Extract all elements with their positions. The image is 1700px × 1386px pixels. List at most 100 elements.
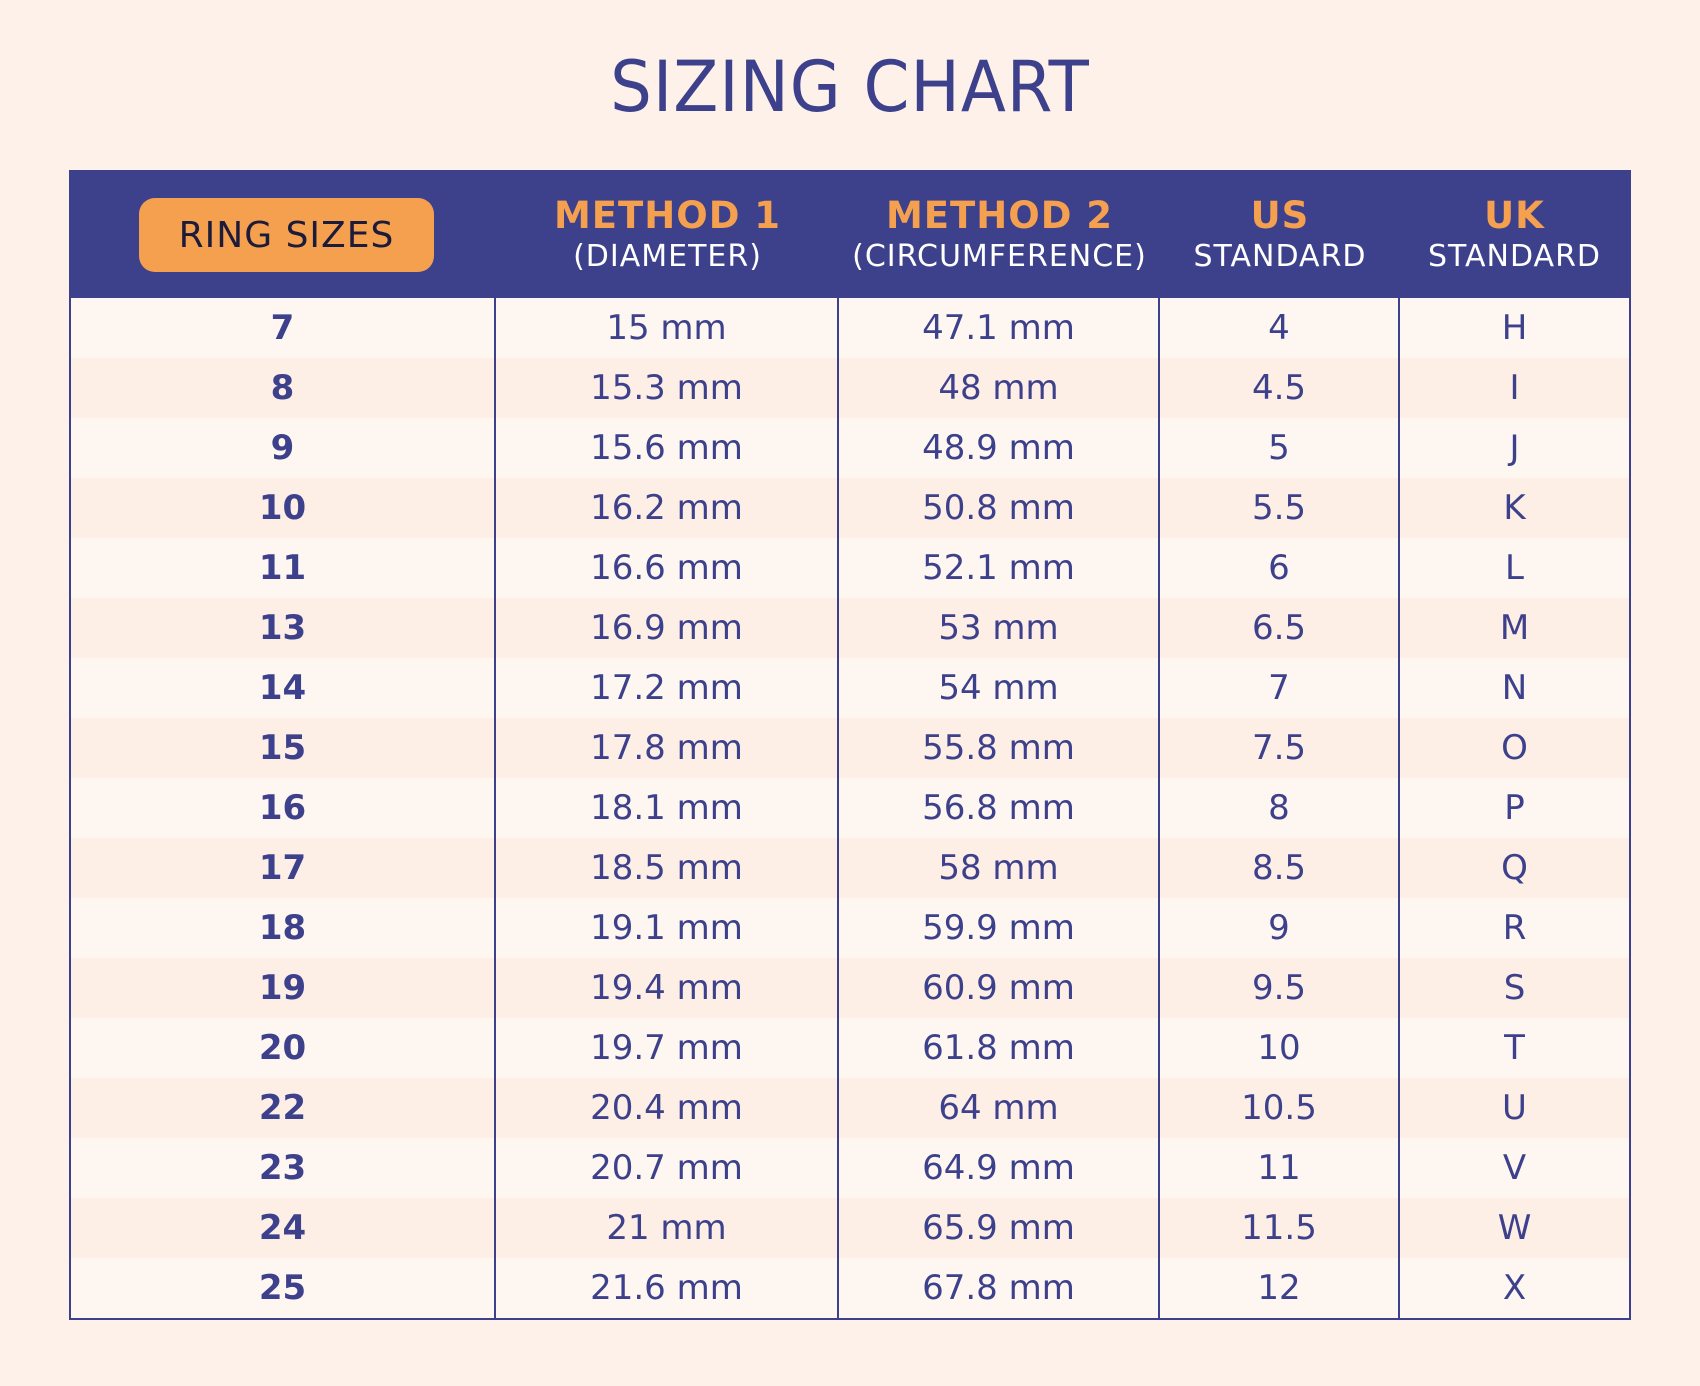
us-size-cell: 8: [1160, 778, 1400, 838]
uk-size-cell: M: [1499, 608, 1530, 648]
circumference-cell: 53 mm: [839, 598, 1160, 658]
circumference-cell: 61.8 mm: [839, 1018, 1160, 1078]
table-row: 19 19.4 mm 60.9 mm 9.5 S: [71, 958, 1629, 1018]
circumference-cell: 48.9 mm: [839, 418, 1160, 478]
table-row: 24 21 mm 65.9 mm 11.5 W: [71, 1198, 1629, 1258]
header-ring-sizes: RING SIZES: [71, 172, 496, 298]
ring-size-cell: 20: [71, 1018, 496, 1078]
circumference-cell: 52.1 mm: [839, 538, 1160, 598]
table-row: 23 20.7 mm 64.9 mm 11 V: [71, 1138, 1629, 1198]
uk-size-cell: X: [1502, 1268, 1527, 1308]
ring-size-cell: 24: [71, 1198, 496, 1258]
uk-size-cell: L: [1505, 548, 1524, 588]
circumference-cell: 50.8 mm: [839, 478, 1160, 538]
uk-size-cell: Q: [1501, 848, 1528, 888]
ring-size-cell: 22: [71, 1078, 496, 1138]
method-2-title: METHOD 2: [885, 194, 1114, 237]
header-method-1: METHOD 1 (DIAMETER): [496, 172, 839, 298]
diameter-cell: 21.6 mm: [496, 1258, 839, 1318]
table-body: 7 15 mm 47.1 mm 4 H 8 15.3 mm 48 mm 4.5 I 9 15.6 mm…: [71, 298, 1629, 1318]
table-row: 14 17.2 mm 54 mm 7 N: [71, 658, 1629, 718]
diameter-cell: 21 mm: [496, 1198, 839, 1258]
circumference-cell: 54 mm: [839, 658, 1160, 718]
diameter-cell: 17.2 mm: [496, 658, 839, 718]
table-row: 20 19.7 mm 61.8 mm 10 T: [71, 1018, 1629, 1078]
ring-size-cell: 18: [71, 898, 496, 958]
ring-size-cell: 14: [71, 658, 496, 718]
method-2-subtitle: (CIRCUMFERENCE): [852, 239, 1147, 274]
ring-size-cell: 19: [71, 958, 496, 1018]
us-size-cell: 11: [1160, 1138, 1400, 1198]
ring-size-cell: 7: [71, 298, 496, 358]
ring-size-cell: 10: [71, 478, 496, 538]
ring-sizes-button[interactable]: RING SIZES: [139, 198, 434, 272]
us-size-cell: 6: [1160, 538, 1400, 598]
uk-size-cell: J: [1509, 428, 1520, 468]
diameter-cell: 20.4 mm: [496, 1078, 839, 1138]
uk-size-cell: K: [1503, 488, 1526, 528]
diameter-cell: 16.9 mm: [496, 598, 839, 658]
diameter-cell: 19.4 mm: [496, 958, 839, 1018]
table-row: 16 18.1 mm 56.8 mm 8 P: [71, 778, 1629, 838]
circumference-cell: 64 mm: [839, 1078, 1160, 1138]
table-row: 10 16.2 mm 50.8 mm 5.5 K: [71, 478, 1629, 538]
method-1-title: METHOD 1: [553, 194, 782, 237]
circumference-cell: 64.9 mm: [839, 1138, 1160, 1198]
ring-size-cell: 9: [71, 418, 496, 478]
uk-size-cell: V: [1502, 1148, 1527, 1188]
ring-size-cell: 13: [71, 598, 496, 658]
us-size-cell: 10.5: [1160, 1078, 1400, 1138]
us-size-cell: 11.5: [1160, 1198, 1400, 1258]
diameter-cell: 16.6 mm: [496, 538, 839, 598]
circumference-cell: 67.8 mm: [839, 1258, 1160, 1318]
us-size-cell: 4: [1160, 298, 1400, 358]
circumference-cell: 48 mm: [839, 358, 1160, 418]
table-row: 15 17.8 mm 55.8 mm 7.5 O: [71, 718, 1629, 778]
table-row: 17 18.5 mm 58 mm 8.5 Q: [71, 838, 1629, 898]
table-row: 13 16.9 mm 53 mm 6.5 M: [71, 598, 1629, 658]
table-row: 25 21.6 mm 67.8 mm 12 X: [71, 1258, 1629, 1318]
page-title: SIZING CHART: [610, 46, 1090, 128]
table-row: 8 15.3 mm 48 mm 4.5 I: [71, 358, 1629, 418]
uk-size-cell: R: [1502, 908, 1527, 948]
ring-size-cell: 25: [71, 1258, 496, 1318]
circumference-cell: 59.9 mm: [839, 898, 1160, 958]
header-uk-standard: UK STANDARD: [1400, 172, 1629, 298]
uk-size-cell: N: [1501, 668, 1528, 708]
us-size-cell: 9.5: [1160, 958, 1400, 1018]
us-size-cell: 5: [1160, 418, 1400, 478]
us-size-cell: 5.5: [1160, 478, 1400, 538]
diameter-cell: 20.7 mm: [496, 1138, 839, 1198]
table-row: 11 16.6 mm 52.1 mm 6 L: [71, 538, 1629, 598]
diameter-cell: 17.8 mm: [496, 718, 839, 778]
ring-size-cell: 17: [71, 838, 496, 898]
uk-size-cell: S: [1503, 968, 1526, 1008]
uk-size-cell: I: [1509, 368, 1520, 408]
circumference-cell: 58 mm: [839, 838, 1160, 898]
diameter-cell: 16.2 mm: [496, 478, 839, 538]
ring-size-cell: 15: [71, 718, 496, 778]
header-method-2: METHOD 2 (CIRCUMFERENCE): [839, 172, 1160, 298]
ring-size-cell: 11: [71, 538, 496, 598]
circumference-cell: 60.9 mm: [839, 958, 1160, 1018]
diameter-cell: 19.7 mm: [496, 1018, 839, 1078]
uk-size-cell: P: [1504, 788, 1525, 828]
us-size-cell: 9: [1160, 898, 1400, 958]
us-size-cell: 8.5: [1160, 838, 1400, 898]
method-1-subtitle: (DIAMETER): [573, 239, 762, 274]
uk-size-cell: W: [1497, 1208, 1532, 1248]
ring-size-cell: 8: [71, 358, 496, 418]
ring-size-cell: 23: [71, 1138, 496, 1198]
header-us-standard: US STANDARD: [1160, 172, 1400, 298]
table-row: 9 15.6 mm 48.9 mm 5 J: [71, 418, 1629, 478]
uk-size-cell: U: [1502, 1088, 1527, 1128]
uk-subtitle: STANDARD: [1427, 239, 1602, 274]
uk-size-cell: H: [1501, 308, 1528, 348]
us-subtitle: STANDARD: [1193, 239, 1367, 274]
table-row: 22 20.4 mm 64 mm 10.5 U: [71, 1078, 1629, 1138]
circumference-cell: 55.8 mm: [839, 718, 1160, 778]
diameter-cell: 15 mm: [496, 298, 839, 358]
table-header-row: RING SIZES METHOD 1 (DIAMETER) METHOD 2 …: [71, 172, 1629, 298]
ring-size-cell: 16: [71, 778, 496, 838]
circumference-cell: 47.1 mm: [839, 298, 1160, 358]
